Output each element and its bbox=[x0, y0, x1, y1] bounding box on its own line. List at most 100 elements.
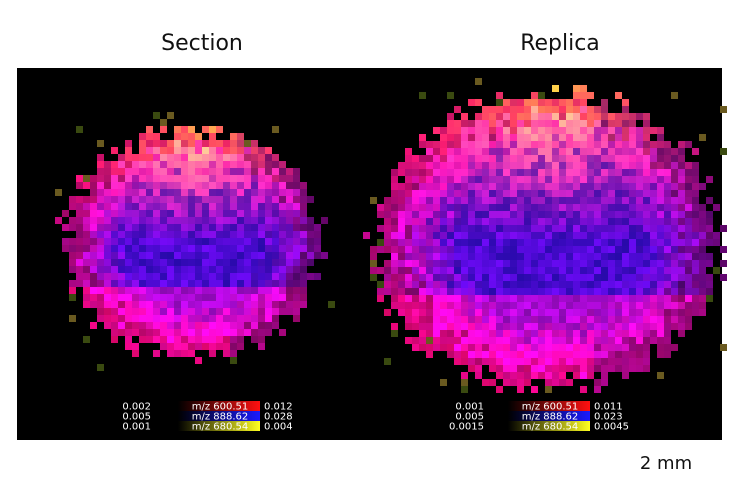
pixel bbox=[132, 301, 139, 308]
pixel bbox=[692, 246, 699, 253]
pixel bbox=[440, 288, 447, 295]
pixel bbox=[139, 182, 146, 189]
pixel bbox=[62, 238, 69, 245]
pixel bbox=[692, 302, 699, 309]
pixel bbox=[111, 294, 118, 301]
pixel bbox=[475, 295, 482, 302]
pixel bbox=[615, 288, 622, 295]
pixel bbox=[125, 252, 132, 259]
pixel bbox=[580, 204, 587, 211]
pixel bbox=[272, 273, 279, 280]
pixel bbox=[475, 211, 482, 218]
pixel bbox=[307, 217, 314, 224]
pixel bbox=[405, 211, 412, 218]
pixel bbox=[265, 329, 272, 336]
pixel bbox=[125, 182, 132, 189]
pixel bbox=[482, 113, 489, 120]
pixel bbox=[566, 134, 573, 141]
pixel bbox=[230, 154, 237, 161]
pixel bbox=[447, 176, 454, 183]
pixel bbox=[601, 141, 608, 148]
pixel bbox=[587, 232, 594, 239]
pixel bbox=[580, 288, 587, 295]
pixel bbox=[454, 267, 461, 274]
pixel bbox=[195, 133, 202, 140]
pixel bbox=[139, 252, 146, 259]
pixel bbox=[90, 245, 97, 252]
pixel bbox=[636, 351, 643, 358]
pixel bbox=[552, 225, 559, 232]
pixel bbox=[692, 309, 699, 316]
pixel bbox=[489, 309, 496, 316]
pixel bbox=[489, 204, 496, 211]
pixel bbox=[545, 183, 552, 190]
pixel bbox=[440, 344, 447, 351]
pixel bbox=[489, 281, 496, 288]
pixel bbox=[657, 239, 664, 246]
pixel bbox=[202, 126, 209, 133]
pixel bbox=[265, 315, 272, 322]
pixel bbox=[636, 232, 643, 239]
pixel bbox=[706, 288, 713, 295]
pixel bbox=[531, 358, 538, 365]
pixel bbox=[552, 183, 559, 190]
pixel bbox=[146, 329, 153, 336]
pixel bbox=[272, 287, 279, 294]
pixel bbox=[440, 330, 447, 337]
pixel bbox=[125, 287, 132, 294]
pixel bbox=[412, 288, 419, 295]
pixel bbox=[209, 203, 216, 210]
pixel bbox=[496, 365, 503, 372]
pixel bbox=[139, 224, 146, 231]
pixel bbox=[545, 120, 552, 127]
pixel bbox=[573, 106, 580, 113]
pixel bbox=[559, 190, 566, 197]
pixel bbox=[83, 182, 90, 189]
pixel bbox=[174, 217, 181, 224]
pixel bbox=[629, 169, 636, 176]
pixel bbox=[517, 281, 524, 288]
pixel bbox=[594, 281, 601, 288]
pixel bbox=[405, 225, 412, 232]
pixel bbox=[552, 169, 559, 176]
pixel bbox=[83, 259, 90, 266]
pixel bbox=[622, 358, 629, 365]
pixel bbox=[587, 302, 594, 309]
pixel bbox=[475, 330, 482, 337]
pixel bbox=[258, 175, 265, 182]
pixel bbox=[104, 245, 111, 252]
pixel bbox=[573, 316, 580, 323]
pixel bbox=[90, 196, 97, 203]
pixel bbox=[384, 358, 391, 365]
pixel bbox=[510, 183, 517, 190]
pixel bbox=[426, 351, 433, 358]
pixel bbox=[83, 175, 90, 182]
pixel bbox=[566, 274, 573, 281]
pixel bbox=[237, 252, 244, 259]
pixel bbox=[153, 294, 160, 301]
pixel bbox=[174, 231, 181, 238]
pixel bbox=[468, 274, 475, 281]
pixel bbox=[398, 190, 405, 197]
pixel bbox=[699, 274, 706, 281]
pixel bbox=[545, 316, 552, 323]
pixel bbox=[468, 204, 475, 211]
pixel bbox=[531, 204, 538, 211]
pixel bbox=[510, 127, 517, 134]
pixel bbox=[132, 245, 139, 252]
pixel bbox=[657, 260, 664, 267]
pixel bbox=[230, 287, 237, 294]
pixel bbox=[629, 218, 636, 225]
pixel bbox=[405, 288, 412, 295]
pixel bbox=[174, 280, 181, 287]
pixel bbox=[104, 266, 111, 273]
pixel bbox=[524, 274, 531, 281]
pixel bbox=[573, 85, 580, 92]
pixel bbox=[223, 154, 230, 161]
ion-image bbox=[55, 78, 727, 393]
pixel bbox=[216, 147, 223, 154]
pixel bbox=[538, 169, 545, 176]
pixel bbox=[279, 224, 286, 231]
pixel bbox=[643, 225, 650, 232]
pixel bbox=[636, 323, 643, 330]
